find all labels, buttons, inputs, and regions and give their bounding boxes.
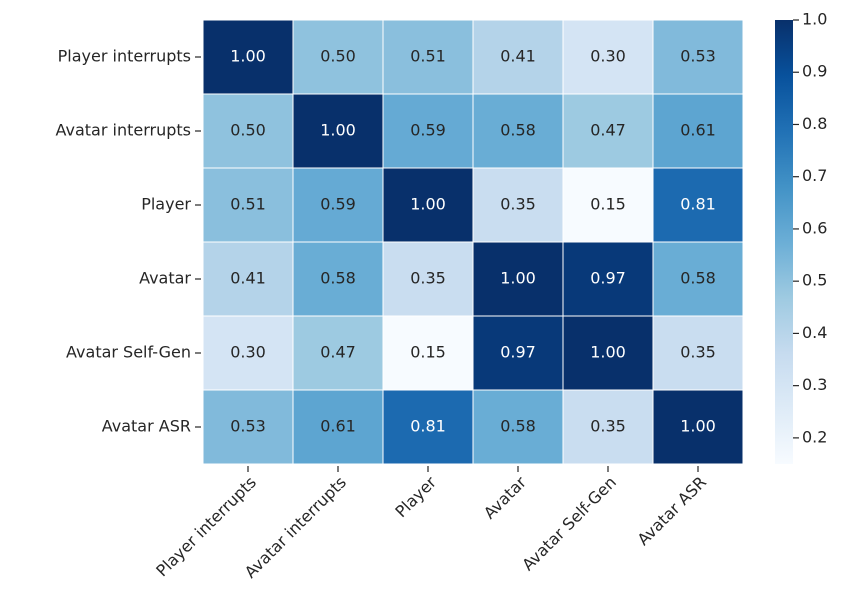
cell-label: 0.15 <box>410 343 446 362</box>
cell-label: 1.00 <box>230 47 266 66</box>
colorbar-tick-label: 0.7 <box>802 166 827 185</box>
colorbar-tick-label: 0.5 <box>802 271 827 290</box>
cell-label: 0.15 <box>590 195 626 214</box>
cell-label: 0.53 <box>230 417 266 436</box>
y-tick-label: Avatar ASR <box>102 417 191 436</box>
heatmap-cell <box>652 19 744 95</box>
cell-label: 0.35 <box>680 343 716 362</box>
cell-label: 0.58 <box>500 417 536 436</box>
heatmap-cell <box>202 389 294 465</box>
heatmap-cell <box>202 315 294 391</box>
y-tick-label: Player <box>141 195 191 214</box>
y-tick-label: Avatar <box>139 269 191 288</box>
cell-label: 0.97 <box>500 343 536 362</box>
x-tick-label: Avatar Self-Gen <box>518 473 620 575</box>
x-tick-label: Player <box>391 472 440 521</box>
cell-label: 0.58 <box>320 269 356 288</box>
heatmap-cell <box>562 19 654 95</box>
heatmap-cell <box>562 389 654 465</box>
cell-label: 0.61 <box>320 417 356 436</box>
colorbar-tick-label: 0.6 <box>802 218 827 237</box>
x-tick-label: Avatar <box>480 472 530 522</box>
heatmap-cell <box>652 167 744 243</box>
y-tick-label: Avatar Self-Gen <box>66 343 191 362</box>
cell-label: 0.58 <box>500 121 536 140</box>
heatmap-cell <box>472 241 564 317</box>
cell-label: 0.30 <box>230 343 266 362</box>
cell-label: 0.50 <box>230 121 266 140</box>
cell-label: 0.41 <box>500 47 536 66</box>
cell-label: 0.30 <box>590 47 626 66</box>
heatmap-cell <box>292 167 384 243</box>
heatmap-cell <box>652 241 744 317</box>
colorbar-tick-label: 0.3 <box>802 375 827 394</box>
heatmap-cell <box>202 241 294 317</box>
y-tick-label: Avatar interrupts <box>55 121 191 140</box>
colorbar-tick-label: 1.0 <box>802 10 827 29</box>
colorbar-tick-label: 0.8 <box>802 114 827 133</box>
heatmap-cell <box>292 19 384 95</box>
x-tick-label: Avatar ASR <box>633 473 710 550</box>
heatmap-cell <box>292 241 384 317</box>
cell-label: 0.35 <box>500 195 536 214</box>
cell-label: 0.35 <box>410 269 446 288</box>
cell-label: 0.81 <box>410 417 446 436</box>
cell-label: 0.51 <box>410 47 446 66</box>
cell-label: 0.47 <box>590 121 626 140</box>
cell-label: 0.58 <box>680 269 716 288</box>
heatmap-cell <box>292 93 384 169</box>
heatmap-cell <box>382 315 474 391</box>
heatmap-cell <box>472 315 564 391</box>
heatmap-cell <box>652 93 744 169</box>
cell-label: 0.53 <box>680 47 716 66</box>
cell-label: 0.81 <box>680 195 716 214</box>
cell-label: 1.00 <box>500 269 536 288</box>
heatmap-cell <box>562 167 654 243</box>
heatmap-cell <box>472 167 564 243</box>
y-tick-label: Player interrupts <box>58 47 191 66</box>
heatmap-cell <box>652 315 744 391</box>
heatmap-cell <box>562 315 654 391</box>
heatmap-cell <box>202 167 294 243</box>
cell-label: 0.59 <box>320 195 356 214</box>
colorbar <box>775 20 793 464</box>
cell-label: 1.00 <box>410 195 446 214</box>
heatmap-cell <box>472 93 564 169</box>
cell-label: 1.00 <box>680 417 716 436</box>
cell-label: 0.61 <box>680 121 716 140</box>
x-tick-label: Avatar interrupts <box>241 473 350 582</box>
heatmap-cell <box>382 241 474 317</box>
cell-label: 1.00 <box>320 121 356 140</box>
heatmap-cell <box>382 19 474 95</box>
heatmap-cell <box>202 19 294 95</box>
cell-label: 0.59 <box>410 121 446 140</box>
cell-label: 0.35 <box>590 417 626 436</box>
colorbar-tick-label: 0.9 <box>802 62 827 81</box>
cell-label: 0.47 <box>320 343 356 362</box>
cell-label: 1.00 <box>590 343 626 362</box>
colorbar-tick-label: 0.4 <box>802 323 827 342</box>
cell-label: 0.97 <box>590 269 626 288</box>
cell-label: 0.50 <box>320 47 356 66</box>
cell-label: 0.51 <box>230 195 266 214</box>
cell-label: 0.41 <box>230 269 266 288</box>
heatmap-cell <box>472 389 564 465</box>
heatmap-cell <box>652 389 744 465</box>
heatmap-cell <box>472 19 564 95</box>
colorbar-tick-label: 0.2 <box>802 427 827 446</box>
heatmap-cell <box>562 241 654 317</box>
